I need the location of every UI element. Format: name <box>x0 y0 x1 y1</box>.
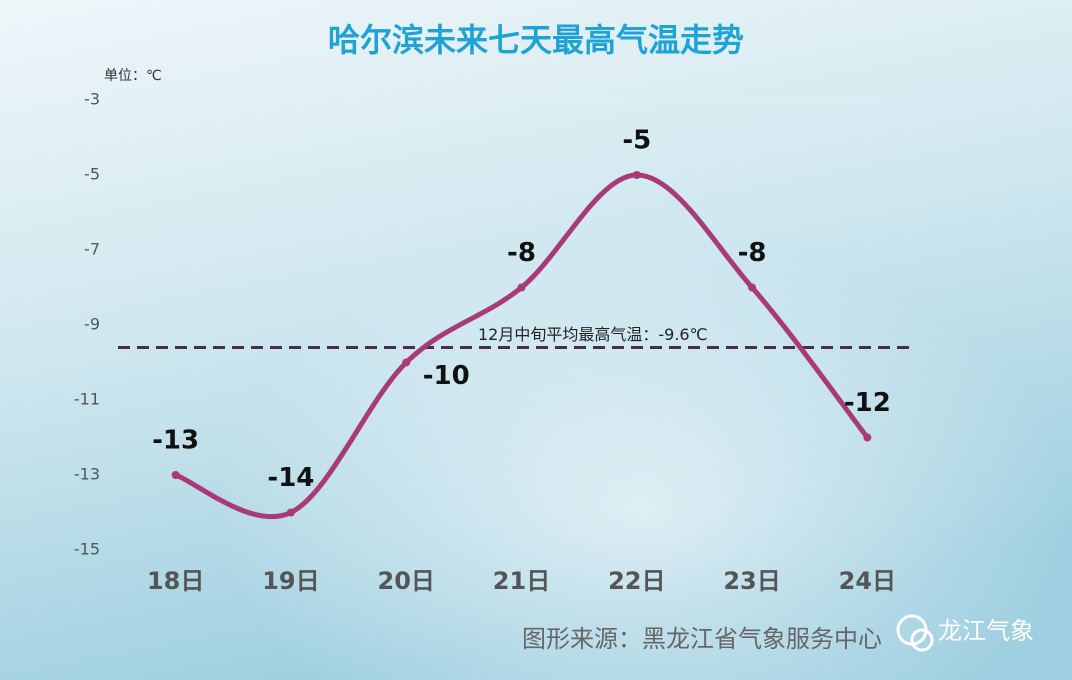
x-tick-label: 20日 <box>378 567 435 595</box>
point <box>632 171 641 179</box>
x-tick-label: 19日 <box>262 567 319 595</box>
y-tick-label: -9 <box>84 315 100 334</box>
data-label: -13 <box>152 426 199 456</box>
x-tick-label: 23日 <box>723 567 780 595</box>
y-unit: 单位：℃ <box>104 68 162 84</box>
point <box>171 471 180 479</box>
y-tick-label: -15 <box>74 540 100 559</box>
point <box>517 283 526 292</box>
x-tick-label: 22日 <box>608 567 665 595</box>
data-label: -12 <box>844 388 891 418</box>
data-label: -14 <box>267 463 314 493</box>
point <box>402 358 411 367</box>
reference-label: 12月中旬平均最高气温：-9.6℃ <box>478 325 708 344</box>
y-tick-label: -5 <box>84 165 100 184</box>
x-tick-label: 24日 <box>839 567 896 595</box>
source: 图形来源：黑龙江省气象服务中心 <box>522 625 882 653</box>
data-label: -8 <box>507 238 536 268</box>
point <box>286 508 295 517</box>
x-tick-label: 18日 <box>147 567 204 595</box>
y-tick-label: -3 <box>84 90 100 109</box>
watermark-icon <box>896 614 934 652</box>
x-tick-label: 21日 <box>493 567 550 595</box>
chart-title: 哈尔滨未来七天最高气温走势 <box>328 21 744 59</box>
watermark: 龙江气象 <box>938 617 1034 645</box>
point <box>863 433 872 442</box>
y-tick-label: -11 <box>74 390 100 409</box>
data-label: -8 <box>738 238 767 268</box>
data-label: -10 <box>423 361 470 391</box>
y-tick-label: -7 <box>84 240 100 259</box>
y-tick-label: -13 <box>74 465 100 484</box>
data-label: -5 <box>622 126 651 156</box>
point <box>748 283 757 292</box>
